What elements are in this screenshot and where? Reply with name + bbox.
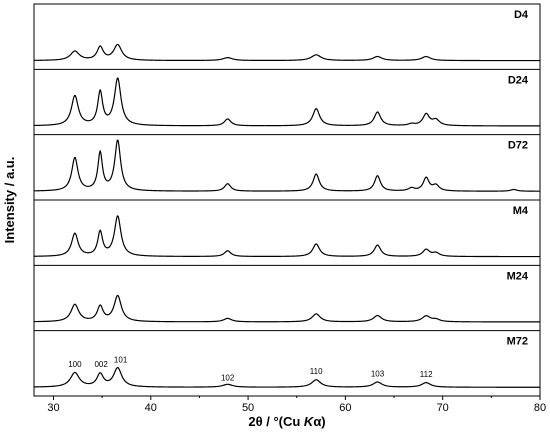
x-tick-label: 80: [534, 402, 546, 414]
panel-label-m4: M4: [513, 205, 529, 217]
panel-label-d24: D24: [508, 74, 529, 86]
x-axis: 30 40 50 60 70 80: [47, 396, 546, 414]
panels-group: D4 D24 D72 M4 M24 M72 100 002 101 102 110 103 112: [33, 3, 541, 397]
series-line-d4: [33, 43, 540, 62]
peak-label-112: 112: [420, 370, 433, 379]
peak-label-002: 002: [94, 360, 108, 369]
x-axis-label: 2θ / °(Cu Kα): [248, 414, 325, 429]
panel-label-m72: M72: [507, 336, 528, 348]
x-tick-label: 30: [47, 402, 59, 414]
series-line-d24: [33, 77, 540, 127]
peak-label-103: 103: [371, 369, 385, 378]
series-line-m72: [33, 367, 540, 388]
x-tick-label: 70: [437, 402, 449, 414]
panel-label-d72: D72: [508, 140, 528, 152]
peak-label-110: 110: [310, 367, 323, 376]
peak-label-102: 102: [221, 373, 235, 382]
series-line-m4: [33, 215, 540, 258]
panel-label-m24: M24: [507, 270, 529, 282]
peak-label-100: 100: [68, 360, 82, 369]
peak-label-101: 101: [114, 356, 128, 365]
series-line-d72: [33, 139, 541, 192]
x-tick-label: 50: [242, 402, 254, 414]
y-axis-label: Intensity / a.u.: [2, 157, 17, 244]
x-tick-label: 40: [145, 402, 157, 414]
panel-label-d4: D4: [514, 9, 529, 21]
x-tick-label: 60: [339, 402, 351, 414]
series-line-m24: [33, 294, 540, 323]
